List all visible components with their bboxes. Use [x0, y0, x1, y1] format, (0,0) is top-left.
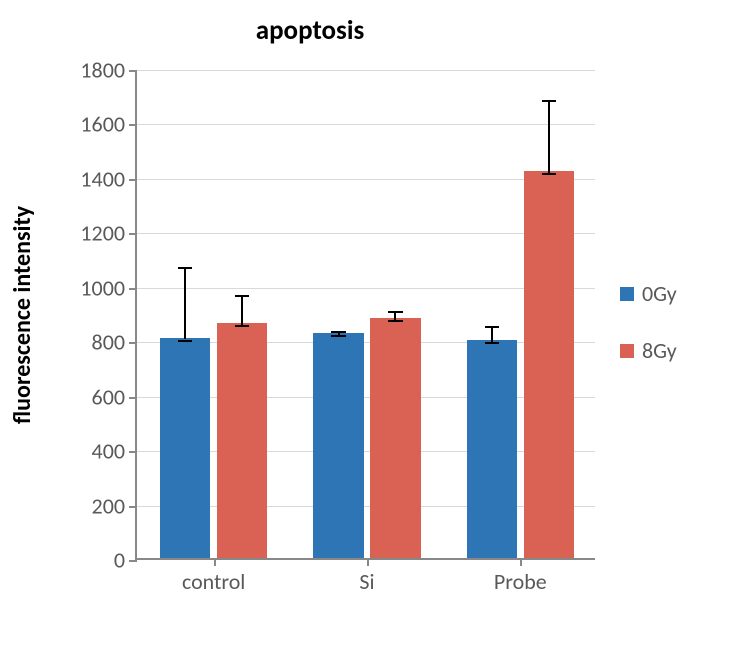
gridline [137, 124, 595, 125]
x-tick-label: Si [359, 558, 374, 595]
plot-area: 020040060080010001200140016001800control… [135, 70, 595, 560]
x-tick-label: control [182, 558, 245, 595]
legend-label: 8Gy [642, 337, 677, 364]
error-bar-cap [388, 320, 402, 322]
gridline [137, 70, 595, 71]
error-bar-cap [485, 342, 499, 344]
bar-chart: apoptosis 020040060080010001200140016001… [0, 0, 746, 657]
y-tick-label: 400 [92, 438, 137, 465]
bar [217, 323, 267, 558]
y-tick-label: 600 [92, 383, 137, 410]
error-bar [548, 100, 550, 174]
error-bar-cap [235, 295, 249, 297]
error-bar [241, 295, 243, 325]
bar [160, 338, 210, 559]
y-tick-label: 1800 [80, 57, 137, 84]
y-tick-label: 1400 [80, 165, 137, 192]
bar [370, 318, 420, 558]
y-tick-label: 200 [92, 492, 137, 519]
error-bar-cap [235, 325, 249, 327]
error-bar-cap [331, 331, 345, 333]
x-tick-label: Probe [494, 558, 547, 595]
bar [313, 333, 363, 558]
bar [467, 340, 517, 558]
error-bar-cap [178, 340, 192, 342]
error-bar-cap [331, 335, 345, 337]
y-tick-label: 0 [114, 547, 137, 574]
legend-swatch [620, 287, 634, 301]
y-axis-label: fluorescence intensity [8, 206, 37, 424]
error-bar [184, 267, 186, 339]
y-tick-label: 1000 [80, 274, 137, 301]
legend-item: 8Gy [620, 337, 677, 364]
legend-swatch [620, 344, 634, 358]
error-bar-cap [388, 311, 402, 313]
legend-label: 0Gy [642, 280, 677, 307]
y-tick-label: 1200 [80, 220, 137, 247]
bar [524, 171, 574, 558]
legend-item: 0Gy [620, 280, 677, 307]
error-bar-cap [542, 173, 556, 175]
chart-title: apoptosis [0, 14, 620, 47]
error-bar-cap [542, 100, 556, 102]
error-bar-cap [485, 326, 499, 328]
error-bar-cap [178, 267, 192, 269]
y-tick-label: 1600 [80, 111, 137, 138]
legend: 0Gy 8Gy [620, 280, 677, 394]
y-tick-label: 800 [92, 329, 137, 356]
error-bar [491, 326, 493, 342]
